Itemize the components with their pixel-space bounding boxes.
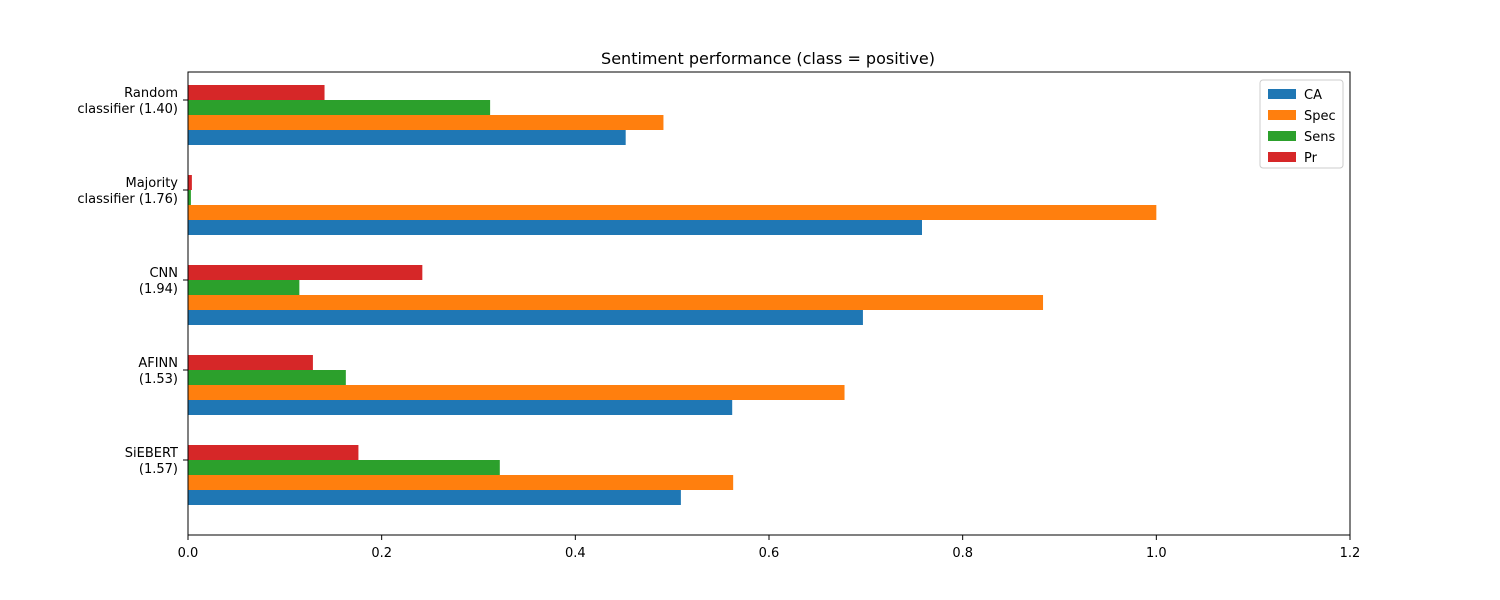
y-tick-label: (1.57) bbox=[139, 462, 178, 477]
bar-ca-2 bbox=[188, 310, 863, 325]
bar-pr-1 bbox=[188, 175, 192, 190]
bar-spec-4 bbox=[188, 475, 734, 490]
legend-label-sens: Sens bbox=[1304, 130, 1335, 145]
bar-pr-4 bbox=[188, 445, 359, 460]
bar-ca-3 bbox=[188, 400, 733, 415]
bar-sens-2 bbox=[188, 280, 300, 295]
legend-label-spec: Spec bbox=[1304, 109, 1336, 124]
bar-ca-0 bbox=[188, 130, 626, 145]
bar-pr-0 bbox=[188, 85, 325, 100]
legend-label-pr: Pr bbox=[1304, 151, 1318, 166]
x-tick-label: 0.2 bbox=[371, 546, 392, 561]
legend-box bbox=[1259, 79, 1344, 169]
bars-layer bbox=[188, 85, 1157, 505]
legend: CA Spec Sens Pr bbox=[1259, 79, 1344, 169]
legend-swatch-ca bbox=[1268, 89, 1296, 99]
y-tick-label: Random bbox=[124, 86, 178, 101]
y-tick-label: AFINN bbox=[138, 356, 178, 371]
y-tick-label: classifier (1.76) bbox=[77, 192, 178, 207]
legend-swatch-spec bbox=[1268, 110, 1296, 120]
x-tick-label: 1.2 bbox=[1340, 546, 1361, 561]
legend-swatch-pr bbox=[1268, 152, 1296, 162]
bar-spec-3 bbox=[188, 385, 845, 400]
y-tick-label: (1.94) bbox=[139, 282, 178, 297]
y-tick-label: Majority bbox=[126, 176, 179, 191]
x-tick-label: 0.8 bbox=[952, 546, 973, 561]
bar-sens-0 bbox=[188, 100, 491, 115]
x-tick-label: 0.4 bbox=[565, 546, 586, 561]
y-tick-label: classifier (1.40) bbox=[77, 102, 178, 117]
bar-sens-4 bbox=[188, 460, 500, 475]
bar-sens-3 bbox=[188, 370, 346, 385]
x-tick-label: 0.0 bbox=[178, 546, 199, 561]
bar-sens-1 bbox=[188, 190, 191, 205]
y-tick-label: CNN bbox=[149, 266, 178, 281]
chart-title: Sentiment performance (class = positive) bbox=[601, 49, 935, 68]
y-tick-label: (1.53) bbox=[139, 372, 178, 387]
legend-label-ca: CA bbox=[1304, 88, 1322, 103]
y-tick-label: SiEBERT bbox=[125, 446, 178, 461]
bar-spec-1 bbox=[188, 205, 1157, 220]
x-tick-label: 0.6 bbox=[759, 546, 780, 561]
bar-ca-4 bbox=[188, 490, 681, 505]
bar-spec-2 bbox=[188, 295, 1044, 310]
bar-spec-0 bbox=[188, 115, 664, 130]
bar-pr-3 bbox=[188, 355, 313, 370]
x-tick-label: 1.0 bbox=[1146, 546, 1167, 561]
legend-swatch-sens bbox=[1268, 131, 1296, 141]
bar-ca-1 bbox=[188, 220, 922, 235]
bar-pr-2 bbox=[188, 265, 423, 280]
